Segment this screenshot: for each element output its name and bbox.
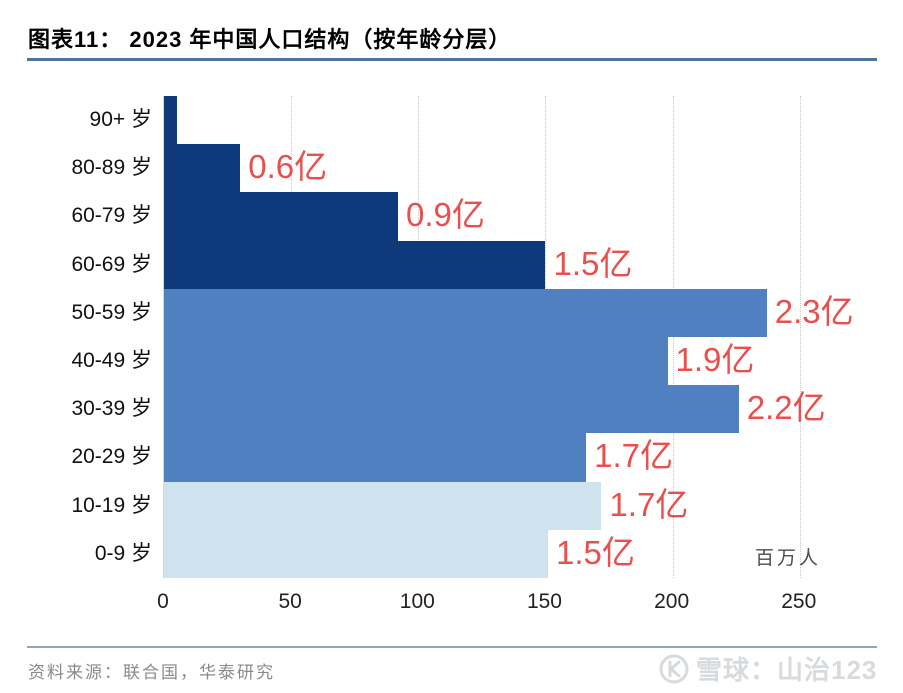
bar-value-label: 1.7亿: [594, 437, 674, 475]
population-bar: [164, 481, 602, 530]
bar-value-label: 0.6亿: [248, 148, 328, 186]
gridline: [799, 96, 801, 578]
title-divider: [27, 58, 877, 61]
y-axis-label: 50-59 岁: [71, 300, 152, 324]
x-axis-tick-label: 200: [654, 590, 690, 613]
y-axis-label: 60-69 岁: [71, 252, 152, 276]
plot-area: 0.6亿 0.9亿 1.5亿 2.3亿 1.9亿 2.2亿 1.7亿 1.7亿 1.5亿: [163, 96, 871, 578]
population-bar: [164, 433, 587, 482]
x-axis-tick-label: 150: [526, 590, 562, 613]
y-axis-label: 80-89 岁: [71, 156, 152, 180]
y-axis-label: 0-9 岁: [94, 541, 152, 565]
y-axis-label: 40-49 岁: [71, 349, 152, 372]
x-axis-tick-label: 50: [278, 590, 302, 613]
gridline: [672, 96, 674, 578]
source-note: 资料来源：联合国，华泰研究: [28, 663, 275, 682]
population-pyramid-chart: 90+ 岁 80-89 岁 60-79 岁 60-69 岁 50-59 岁 40-49 岁…: [71, 96, 871, 613]
watermark: 雪球：山治123: [658, 650, 877, 687]
chart-title: 图表11： 2023 年中国人口结构（按年龄分层）: [28, 27, 512, 52]
population-bar: [164, 385, 739, 434]
bar-value-label: 0.9亿: [405, 196, 485, 234]
bar-value-label: 2.3亿: [774, 292, 854, 330]
footer-divider: [27, 646, 877, 648]
x-axis-tick-label: 0: [157, 590, 169, 613]
population-bar: [164, 529, 549, 578]
bar-value-label: 2.2亿: [746, 389, 826, 427]
y-axis-label: 90+ 岁: [89, 108, 152, 131]
bar-value-label: 1.5亿: [556, 533, 635, 571]
population-bar: [164, 240, 546, 289]
population-bar: [164, 144, 241, 193]
watermark-text: 雪球：山治123: [696, 655, 878, 685]
y-axis-label: 10-19 岁: [71, 493, 152, 517]
bar-value-label: 1.9亿: [675, 341, 755, 378]
bar-value-label: 1.5亿: [553, 244, 633, 282]
x-axis-tick-label: 100: [399, 590, 435, 613]
population-bar: [164, 96, 177, 145]
y-axis-label: 30-39 岁: [71, 397, 152, 421]
population-bar: [164, 288, 767, 337]
axis-unit-label: 百万人: [755, 548, 822, 569]
bar-value-label: 1.7亿: [609, 485, 689, 523]
population-bar: [164, 337, 668, 386]
y-axis-label: 60-79 岁: [71, 204, 152, 228]
y-axis-label: 20-29 岁: [71, 445, 152, 469]
xueqiu-logo-icon: [659, 654, 689, 683]
x-axis-tick-label: 250: [781, 590, 817, 613]
population-bar: [164, 192, 398, 241]
